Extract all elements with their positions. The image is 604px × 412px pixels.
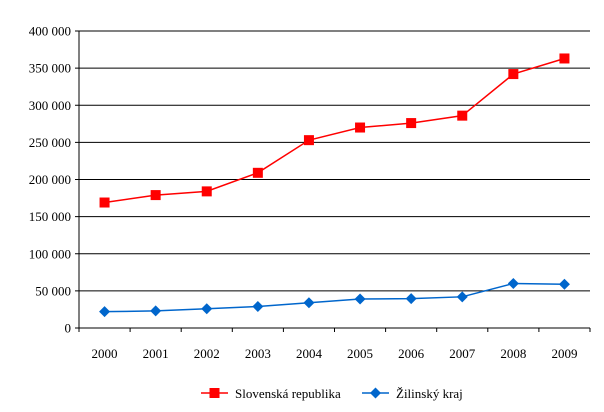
series-0 (99, 53, 570, 208)
data-point (99, 197, 110, 208)
y-tick-label: 0 (65, 321, 72, 336)
series-group (99, 53, 570, 318)
data-point (303, 297, 315, 309)
data-point (150, 190, 161, 201)
data-point (354, 293, 366, 305)
data-point (406, 118, 417, 129)
x-tick-label: 2005 (347, 346, 373, 361)
data-point (252, 167, 263, 178)
x-tick-label: 2003 (245, 346, 271, 361)
data-point (201, 186, 212, 197)
x-tick-label: 2002 (194, 346, 220, 361)
data-point (559, 53, 570, 64)
x-tick-label: 2009 (551, 346, 577, 361)
y-tick-label: 250 000 (29, 135, 71, 150)
y-tick-label: 400 000 (29, 24, 71, 39)
legend-label: Žilinský kraj (396, 386, 463, 401)
x-tick-label: 2007 (449, 346, 476, 361)
data-point (456, 291, 468, 303)
series-line (104, 57, 565, 204)
data-point (99, 306, 111, 318)
y-tick-label: 350 000 (29, 61, 71, 76)
data-point (508, 69, 519, 80)
y-tick-label: 150 000 (29, 209, 71, 224)
x-tick-label: 2006 (398, 346, 425, 361)
data-point (252, 300, 264, 312)
y-tick-label: 50 000 (35, 283, 71, 298)
data-point (355, 122, 366, 133)
legend-marker (209, 388, 220, 398)
y-tick-label: 100 000 (29, 246, 71, 261)
data-point (405, 293, 417, 305)
y-tick-label: 200 000 (29, 172, 71, 187)
x-tick-label: 2004 (296, 346, 323, 361)
y-tick-label: 300 000 (29, 98, 71, 113)
legend-label: Slovenská republika (235, 386, 341, 401)
data-point (457, 110, 468, 121)
legend: Slovenská republika Žilinský kraj (201, 386, 463, 401)
data-point (150, 305, 162, 317)
data-point (201, 303, 213, 315)
x-tick-label: 2001 (143, 346, 169, 361)
data-point (558, 278, 570, 290)
x-tick-label: 2008 (500, 346, 526, 361)
legend-entry: Žilinský kraj (362, 386, 463, 401)
x-tick-label: 2000 (92, 346, 118, 361)
series-line (104, 282, 565, 313)
data-point (507, 277, 519, 289)
data-point (303, 135, 314, 146)
legend-entry: Slovenská republika (201, 386, 341, 401)
gridlines (79, 30, 590, 292)
x-axis-ticks: 2000 2001 2002 2003 2004 2005 2006 2007 2008 2009 (78, 328, 591, 361)
legend-marker (370, 387, 381, 399)
series-1 (99, 277, 570, 318)
y-axis-ticks: 0 50 000 100 000 150 000 200 000 250 000 300 0… (29, 24, 79, 336)
